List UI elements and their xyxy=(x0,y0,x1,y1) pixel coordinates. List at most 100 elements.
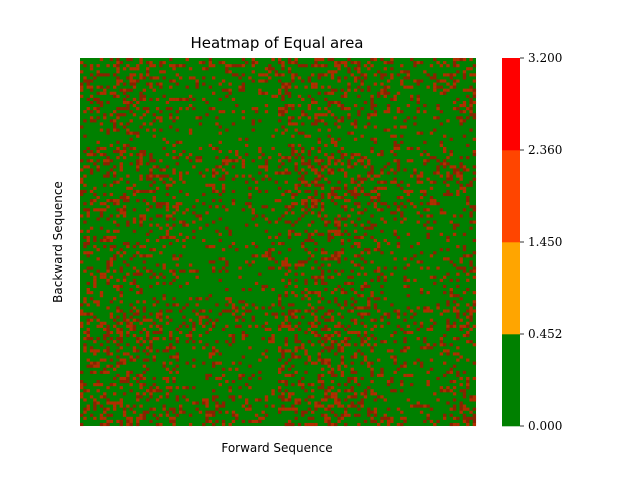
heatmap-cell xyxy=(301,242,305,246)
heatmap-cell xyxy=(386,422,391,427)
heatmap-cell xyxy=(225,94,229,98)
heatmap-cell xyxy=(146,232,150,236)
heatmap-cell xyxy=(429,214,434,218)
heatmap-cell xyxy=(426,383,430,387)
heatmap-cell xyxy=(129,186,133,190)
heatmap-cell xyxy=(410,309,414,313)
heatmap-cell xyxy=(152,337,156,341)
heatmap-cell xyxy=(126,122,130,126)
heatmap-cell xyxy=(330,91,335,95)
heatmap-cell xyxy=(278,370,282,374)
heatmap-cell xyxy=(225,309,229,313)
heatmap-cell xyxy=(221,327,226,331)
heatmap-cell xyxy=(337,312,341,316)
heatmap-cell xyxy=(142,309,147,313)
heatmap-cell xyxy=(215,165,219,169)
heatmap-cell xyxy=(96,85,100,89)
heatmap-cell xyxy=(231,413,236,417)
heatmap-cell xyxy=(198,171,203,175)
heatmap-cell xyxy=(353,254,358,258)
heatmap-cell xyxy=(89,361,94,365)
heatmap-cell xyxy=(334,401,338,405)
heatmap-cell xyxy=(162,70,166,74)
heatmap-cell xyxy=(297,183,302,187)
heatmap-cell xyxy=(406,73,411,77)
heatmap-cell xyxy=(284,82,288,86)
heatmap-cell xyxy=(142,327,147,331)
heatmap-cell xyxy=(357,401,361,405)
heatmap-cell xyxy=(281,321,285,325)
heatmap-cell xyxy=(202,192,206,197)
heatmap-cell xyxy=(132,97,137,101)
heatmap-cell xyxy=(307,76,312,80)
heatmap-cell xyxy=(149,205,153,209)
heatmap-cell xyxy=(344,64,348,68)
heatmap-cell xyxy=(472,73,477,77)
heatmap-cell xyxy=(419,291,424,295)
heatmap-cell xyxy=(215,376,219,381)
heatmap-cell xyxy=(264,110,269,114)
heatmap-cell xyxy=(119,248,123,252)
heatmap-cell xyxy=(363,392,368,396)
heatmap-cell xyxy=(142,260,147,264)
heatmap-cell xyxy=(406,104,411,108)
heatmap-cell xyxy=(439,174,444,178)
heatmap-cell xyxy=(274,315,279,319)
heatmap-cell xyxy=(347,67,351,71)
heatmap-cell xyxy=(337,343,341,347)
heatmap-cell xyxy=(136,162,140,166)
heatmap-cell xyxy=(198,334,203,338)
heatmap-cell xyxy=(113,199,117,203)
heatmap-cell xyxy=(472,395,477,399)
heatmap-cell xyxy=(122,318,127,322)
heatmap-cell xyxy=(311,422,315,427)
heatmap-cell xyxy=(380,208,384,212)
heatmap-cell xyxy=(337,416,341,420)
heatmap-cell xyxy=(142,150,147,154)
heatmap-cell xyxy=(337,180,341,184)
heatmap-cell xyxy=(182,211,186,215)
heatmap-cell xyxy=(377,174,381,178)
heatmap-cell xyxy=(119,196,123,200)
heatmap-cell xyxy=(80,380,84,384)
heatmap-cell xyxy=(149,284,153,289)
heatmap-cell xyxy=(314,168,318,172)
heatmap-cell xyxy=(330,171,335,175)
heatmap-cell xyxy=(231,159,236,163)
heatmap-cell xyxy=(436,171,440,175)
heatmap-cell xyxy=(149,229,153,233)
heatmap-cell xyxy=(258,150,262,154)
heatmap-cell xyxy=(320,315,325,319)
heatmap-cell xyxy=(393,309,397,313)
heatmap-cell xyxy=(139,404,143,408)
heatmap-cell xyxy=(212,168,216,172)
heatmap-cell xyxy=(373,186,378,190)
heatmap-cell xyxy=(337,401,341,405)
heatmap-cell xyxy=(436,303,440,307)
heatmap-cell xyxy=(330,380,335,384)
heatmap-cell xyxy=(86,79,90,83)
heatmap-cell xyxy=(462,395,467,399)
heatmap-cell xyxy=(218,192,222,197)
heatmap-cell xyxy=(198,214,203,218)
heatmap-cell xyxy=(278,88,282,92)
heatmap-cell xyxy=(433,88,437,92)
heatmap-cell xyxy=(462,416,467,420)
heatmap-cell xyxy=(261,410,265,414)
heatmap-cell xyxy=(456,245,460,249)
heatmap-cell xyxy=(86,254,90,258)
heatmap-cell xyxy=(314,318,318,322)
heatmap-cell xyxy=(195,275,199,279)
heatmap-cell xyxy=(274,171,279,175)
heatmap-cell xyxy=(116,330,120,335)
heatmap-cell xyxy=(406,183,411,187)
heatmap-cell xyxy=(264,189,269,193)
heatmap-cell xyxy=(291,352,295,356)
heatmap-cell xyxy=(165,140,170,144)
heatmap-cell xyxy=(231,202,236,206)
heatmap-cell xyxy=(172,235,176,239)
heatmap-cell xyxy=(218,140,222,144)
heatmap-cell xyxy=(363,334,368,338)
heatmap-cell xyxy=(212,245,216,249)
heatmap-cell xyxy=(192,358,196,362)
